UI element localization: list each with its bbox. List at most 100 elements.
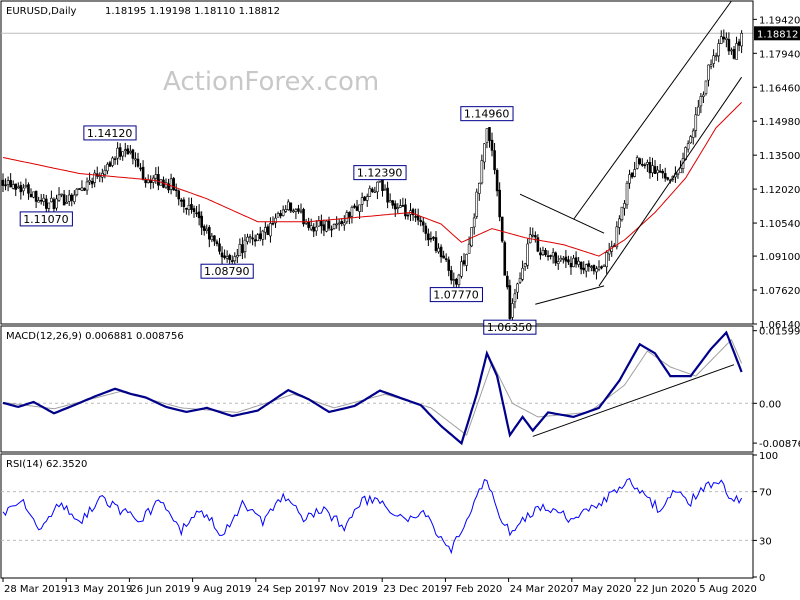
candle-body bbox=[149, 180, 153, 183]
candle-body bbox=[506, 275, 509, 288]
candle-body bbox=[707, 64, 710, 81]
candle-body bbox=[694, 114, 698, 131]
candle-body bbox=[393, 203, 397, 210]
price-y-tick-label: 1.09100 bbox=[759, 252, 800, 263]
candle-body bbox=[233, 256, 237, 262]
price-panel: EURUSD,Daily 1.18195 1.19198 1.18110 1.1… bbox=[0, 0, 800, 335]
price-trend-line bbox=[598, 76, 743, 287]
candle-body bbox=[699, 96, 703, 107]
candle-body bbox=[113, 158, 117, 161]
candle-body bbox=[307, 221, 310, 228]
candle-body bbox=[500, 216, 504, 242]
candle-body bbox=[572, 257, 575, 267]
candle-body bbox=[663, 173, 667, 179]
candle-body bbox=[704, 80, 708, 94]
candle-body bbox=[174, 189, 178, 191]
swing-label: 1.07770 bbox=[433, 289, 479, 302]
candle-body bbox=[549, 255, 552, 257]
candle-body bbox=[725, 37, 728, 40]
macd-title: MACD(12,26,9) 0.006881 0.008756 bbox=[6, 331, 184, 342]
candle-body bbox=[483, 143, 486, 163]
candle-body bbox=[62, 194, 66, 206]
candle-body bbox=[213, 235, 216, 242]
candle-body bbox=[526, 243, 529, 266]
candle-body bbox=[340, 221, 344, 224]
candle-body bbox=[730, 49, 733, 52]
candle-body bbox=[605, 252, 608, 268]
candle-body bbox=[116, 147, 119, 159]
candle-body bbox=[52, 199, 56, 210]
candle-body bbox=[182, 199, 186, 207]
candle-body bbox=[292, 210, 295, 213]
candle-body bbox=[312, 226, 316, 232]
candle-body bbox=[424, 225, 428, 234]
candle-body bbox=[513, 293, 517, 303]
candle-body bbox=[737, 41, 741, 46]
candle-body bbox=[577, 260, 580, 265]
candle-body bbox=[373, 190, 377, 193]
candle-body bbox=[106, 163, 109, 172]
candle-body bbox=[294, 209, 298, 212]
candle-body bbox=[141, 166, 145, 180]
candle-body bbox=[253, 239, 257, 242]
swing-label: 1.11070 bbox=[23, 213, 69, 226]
macd-y-tick-label: 0.00 bbox=[759, 399, 781, 410]
candle-body bbox=[248, 236, 252, 238]
candle-body bbox=[401, 205, 405, 207]
candle-body bbox=[523, 263, 527, 267]
candle-body bbox=[236, 255, 239, 258]
candle-body bbox=[200, 215, 203, 228]
candle-body bbox=[615, 226, 619, 248]
candle-body bbox=[404, 204, 407, 217]
macd-y-tick-label: -0.00876 bbox=[759, 439, 800, 450]
candle-body bbox=[154, 174, 158, 179]
candle-body bbox=[57, 194, 61, 201]
candle-body bbox=[220, 252, 224, 258]
candle-body bbox=[531, 234, 535, 237]
candle-body bbox=[67, 194, 71, 202]
candle-body bbox=[462, 260, 466, 265]
candle-body bbox=[297, 208, 300, 212]
candle-body bbox=[19, 185, 23, 193]
candle-body bbox=[714, 55, 718, 58]
candle-body bbox=[551, 252, 555, 257]
candle-body bbox=[628, 174, 631, 184]
swing-label: 1.14120 bbox=[87, 127, 132, 140]
swing-label: 1.14960 bbox=[464, 108, 510, 121]
candle-body bbox=[597, 266, 601, 270]
candle-body bbox=[276, 213, 280, 218]
candle-body bbox=[465, 254, 468, 266]
candle-body bbox=[630, 172, 634, 178]
candle-body bbox=[243, 239, 247, 252]
candle-body bbox=[317, 220, 321, 227]
candle-body bbox=[432, 236, 435, 239]
candle-body bbox=[279, 213, 282, 217]
candle-body bbox=[111, 157, 114, 166]
x-tick-label: 24 Mar 2020 bbox=[510, 584, 573, 595]
candle-body bbox=[590, 266, 593, 268]
x-tick-label: 7 Nov 2019 bbox=[320, 584, 378, 595]
candle-body bbox=[709, 64, 713, 67]
x-tick-label: 26 Jun 2019 bbox=[130, 584, 190, 595]
candle-body bbox=[498, 189, 501, 218]
rsi-y-tick-label: 30 bbox=[759, 536, 772, 547]
x-tick-label: 7 May 2020 bbox=[573, 584, 632, 595]
candle-body bbox=[44, 198, 48, 209]
candle-body bbox=[4, 184, 7, 187]
candle-body bbox=[342, 222, 346, 226]
candle-body bbox=[666, 177, 670, 180]
candle-body bbox=[246, 236, 249, 242]
candle-body bbox=[146, 179, 150, 183]
candle-body bbox=[136, 158, 140, 167]
price-y-tick-label: 1.13500 bbox=[759, 151, 800, 162]
x-tick-label: 5 Aug 2020 bbox=[699, 584, 757, 595]
candle-body bbox=[587, 263, 591, 267]
candle-body bbox=[584, 264, 588, 272]
candle-body bbox=[421, 221, 425, 226]
candle-body bbox=[618, 218, 621, 228]
candle-body bbox=[223, 255, 226, 258]
swing-label: 1.12390 bbox=[357, 167, 403, 180]
price-y-tick-label: 1.10540 bbox=[759, 219, 800, 230]
candle-body bbox=[562, 258, 565, 260]
